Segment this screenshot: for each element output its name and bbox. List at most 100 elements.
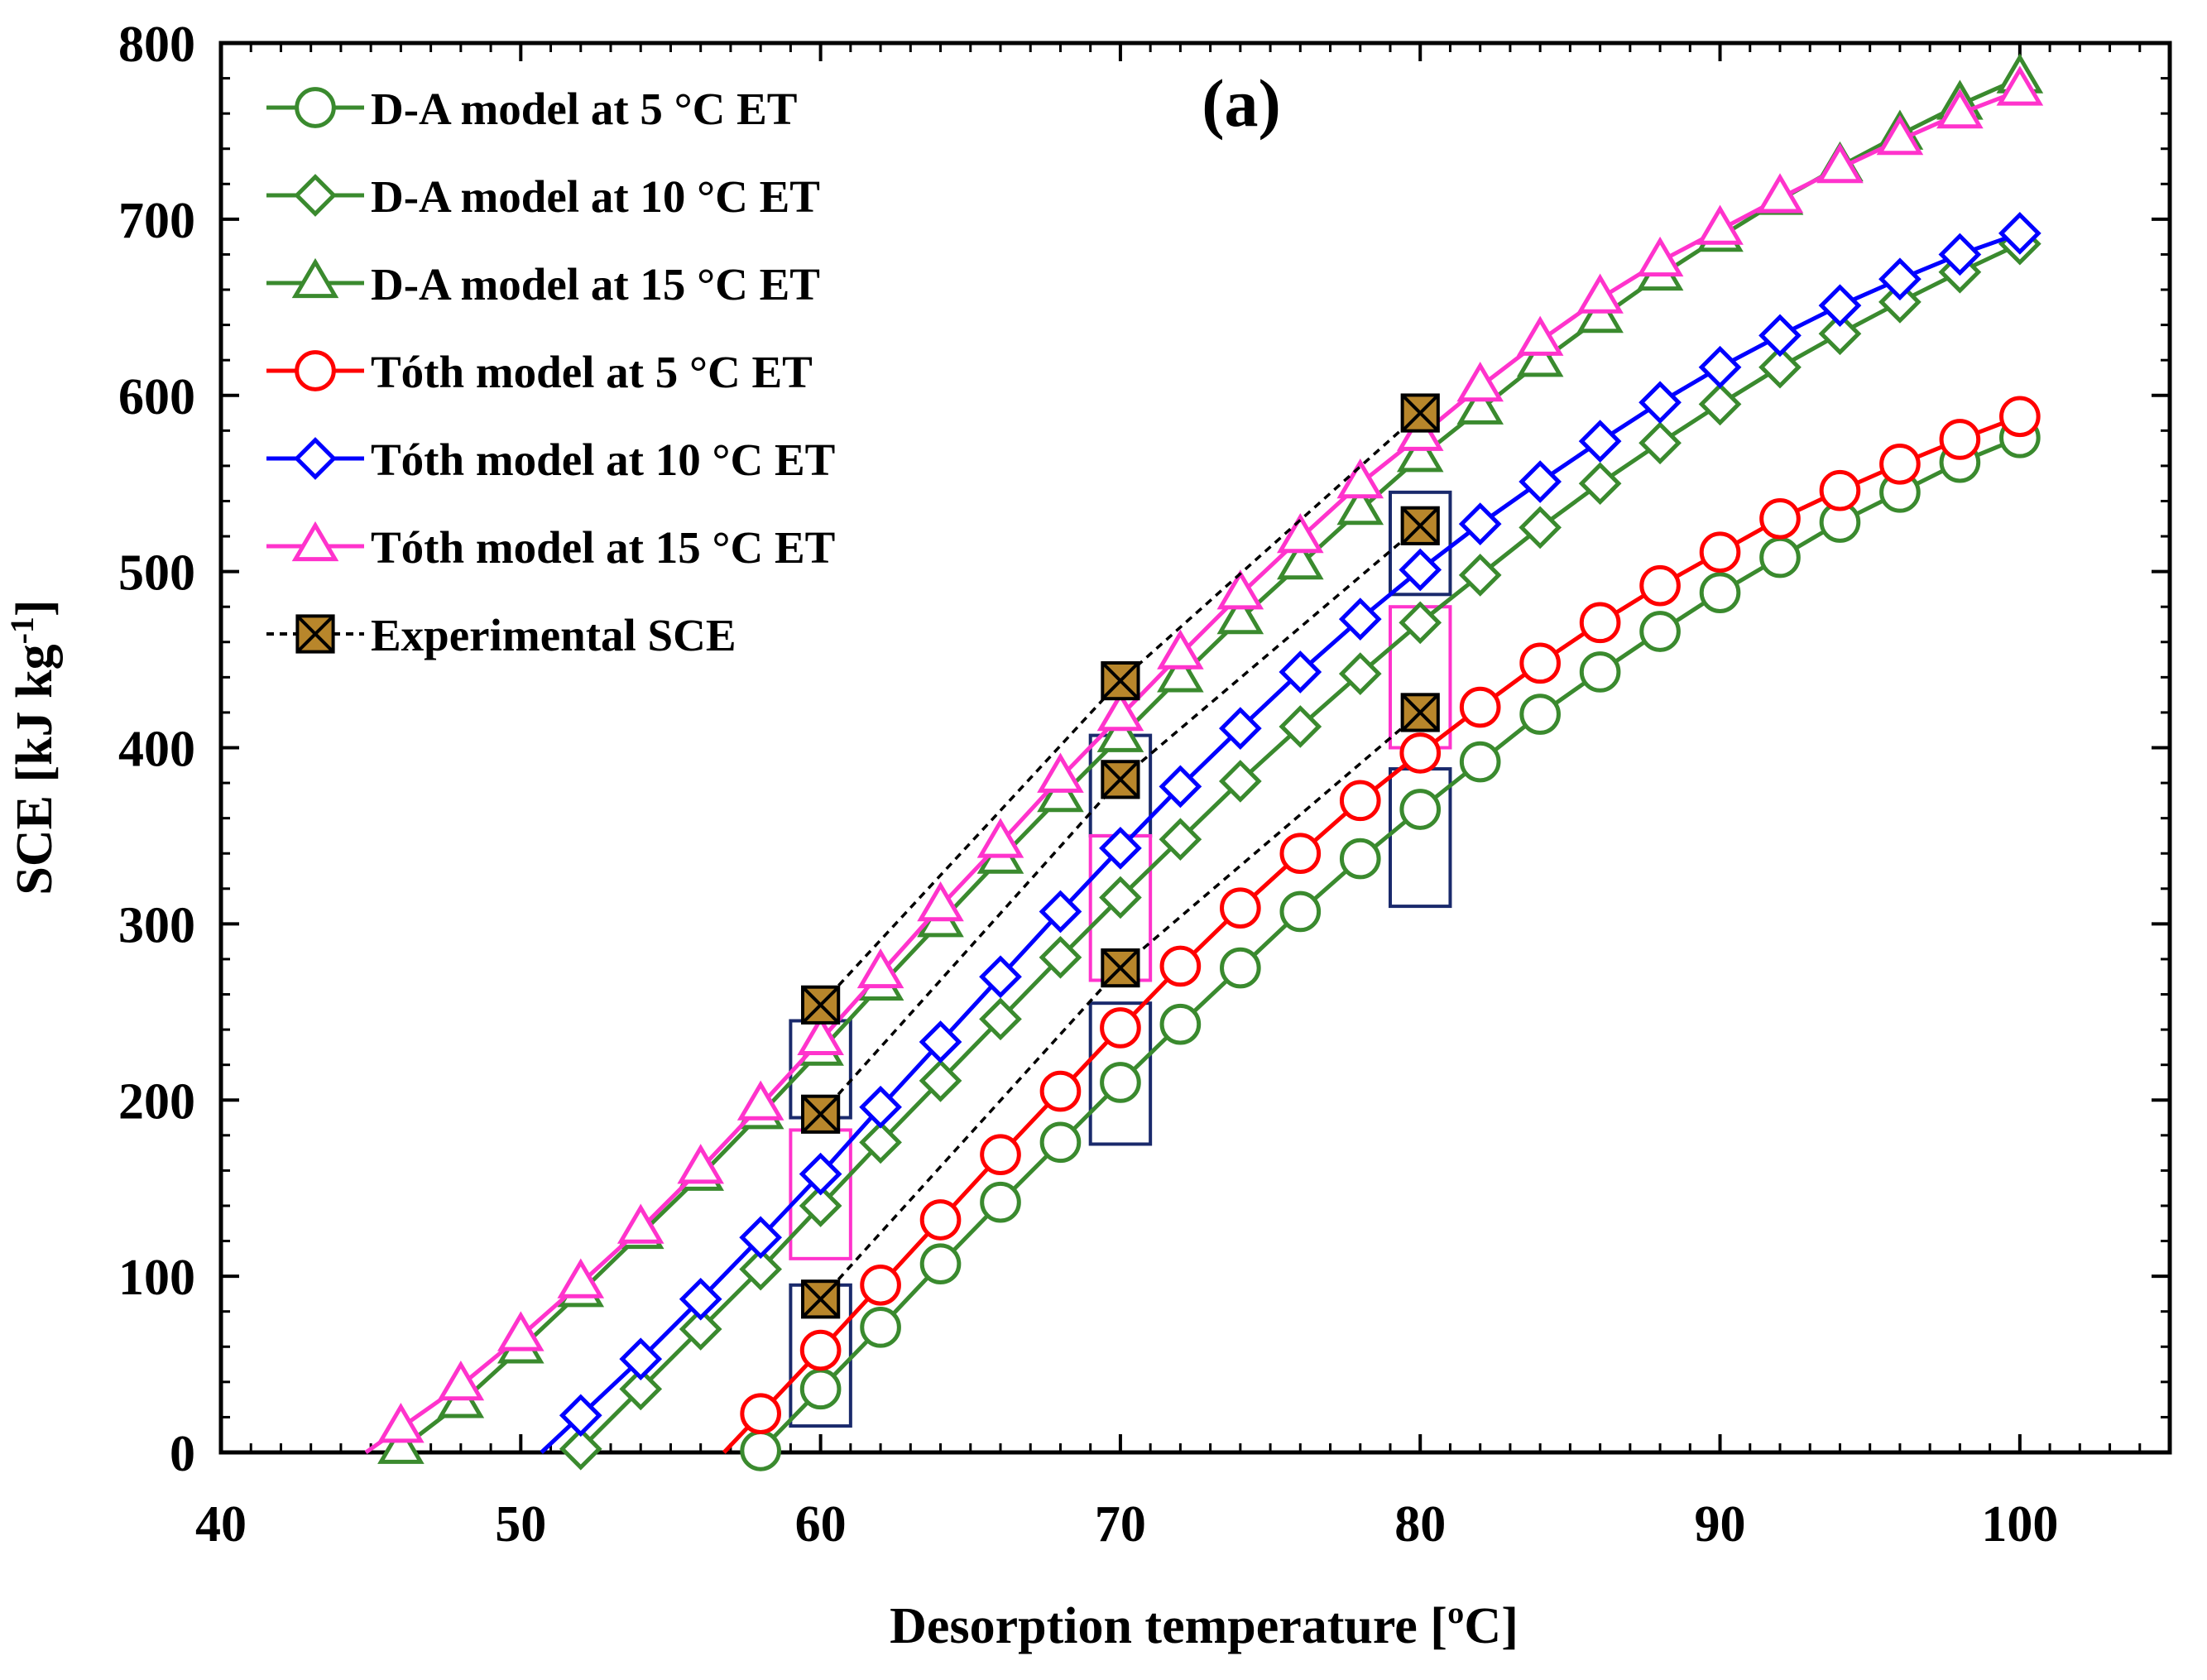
data-point-diamond (1039, 935, 1082, 979)
y-axis-title-end: ] (7, 599, 63, 617)
experimental-dashed-line (819, 711, 1422, 1300)
data-point-triangle (1096, 691, 1144, 732)
data-point-square-x (1101, 661, 1140, 701)
legend-item-1: D-A model at 5 °C ET (266, 84, 797, 134)
data-point-circle (1220, 947, 1261, 989)
series-7 (801, 393, 1440, 1319)
data-point-circle (1039, 1070, 1082, 1112)
data-point-circle (1220, 887, 1261, 929)
data-point-circle (1939, 419, 1981, 460)
data-point-circle (980, 1134, 1021, 1176)
data-point-triangle (1636, 236, 1684, 277)
x-tick-label: 80 (1394, 1496, 1446, 1553)
series-5 (540, 212, 2041, 1454)
data-point-triangle (1157, 629, 1204, 670)
data-point-diamond (739, 1247, 783, 1291)
data-point-diamond (1039, 890, 1082, 934)
data-point-circle (1699, 531, 1741, 574)
data-point-circle (1579, 651, 1621, 693)
data-point-circle (1339, 780, 1381, 822)
data-point-square-x (295, 614, 335, 654)
data-point-triangle (1336, 458, 1384, 499)
data-point-circle (1459, 686, 1501, 728)
data-point-circle (1519, 694, 1561, 735)
data-point-triangle (1216, 569, 1264, 610)
legend-item-3: D-A model at 15 °C ET (266, 257, 820, 310)
data-point-triangle (497, 1311, 545, 1351)
data-point-diamond (919, 1020, 962, 1063)
data-point-circle (295, 350, 336, 391)
data-point-diamond (1218, 760, 1262, 803)
plot-frame (218, 41, 2172, 1455)
data-point-circle (1039, 1121, 1082, 1164)
y-axis-title-main: SCE [kJ kg (7, 644, 63, 895)
series-line (722, 414, 2021, 1454)
data-point-circle (1999, 396, 2041, 438)
data-point-square-x (801, 985, 841, 1025)
data-point-triangle (1277, 539, 1324, 580)
y-tick-label: 0 (170, 1426, 195, 1482)
data-point-diamond (1638, 421, 1682, 465)
x-tick-label: 50 (495, 1496, 546, 1553)
marker-cross-line (1101, 661, 1139, 700)
data-point-triangle (1096, 712, 1144, 752)
data-point-circle (1759, 497, 1801, 540)
series-1 (740, 417, 2041, 1471)
x-axis-title: Desorption temperature [ºC] (890, 1598, 1519, 1654)
data-point-circle (1399, 732, 1442, 774)
data-point-triangle (1816, 142, 1864, 184)
x-tick-label: 90 (1695, 1496, 1746, 1553)
data-point-square-x (1400, 393, 1440, 433)
legend-label: Tóth model at 5 °C ET (371, 347, 813, 397)
data-point-diamond (1218, 707, 1262, 750)
data-point-square-x (801, 1094, 841, 1134)
data-point-triangle (377, 1423, 425, 1464)
data-point-diamond (1159, 818, 1202, 862)
series-4 (722, 396, 2041, 1454)
data-point-diamond (1458, 554, 1502, 597)
marker-cross-line (801, 1095, 840, 1134)
data-point-diamond (1519, 506, 1562, 550)
data-point-circle (1339, 838, 1381, 880)
data-point-triangle (1696, 204, 1744, 245)
data-point-triangle (1936, 89, 1984, 129)
y-tick-label: 800 (118, 17, 195, 73)
data-point-triangle (1996, 65, 2044, 106)
data-point-triangle (1756, 173, 1804, 214)
data-point-diamond (1998, 212, 2041, 255)
data-point-circle (740, 1430, 781, 1471)
marker-cross-line (1401, 506, 1440, 545)
data-point-triangle (1516, 337, 1564, 377)
experimental-dashed-line (819, 524, 1422, 1116)
highlight-box (1088, 1001, 1153, 1146)
highlight-box (1389, 490, 1452, 597)
marker-cross-line (1401, 693, 1440, 732)
data-point-circle (1639, 611, 1681, 652)
data-point-diamond (1578, 420, 1622, 463)
legend-item-6: Tóth model at 15 °C ET (266, 521, 835, 573)
data-point-diamond (559, 1427, 602, 1471)
data-point-circle (799, 1329, 842, 1371)
data-point-triangle (1876, 114, 1924, 156)
data-point-circle (1519, 642, 1561, 684)
marker-cross-line (1101, 760, 1139, 799)
data-point-diamond (1878, 257, 1922, 301)
legend-label: D-A model at 15 °C ET (371, 259, 820, 310)
data-point-circle (295, 87, 336, 128)
y-tick-label: 700 (118, 193, 195, 249)
data-point-triangle (797, 1015, 844, 1055)
data-point-diamond (1338, 652, 1382, 695)
data-point-triangle (437, 1360, 485, 1401)
y-tick-label: 600 (118, 369, 195, 425)
y-tick-label: 500 (118, 545, 195, 602)
legend-label: Tóth model at 15 °C ET (371, 522, 835, 573)
data-point-triangle (291, 257, 339, 299)
data-point-diamond (679, 1308, 722, 1351)
data-point-diamond (1638, 381, 1682, 425)
data-point-circle (1879, 443, 1921, 485)
data-point-diamond (1399, 548, 1442, 592)
marker-cross-line (1401, 394, 1440, 433)
marker-cross-line (801, 986, 840, 1025)
data-point-triangle (1277, 513, 1324, 554)
data-point-triangle (1157, 652, 1204, 693)
